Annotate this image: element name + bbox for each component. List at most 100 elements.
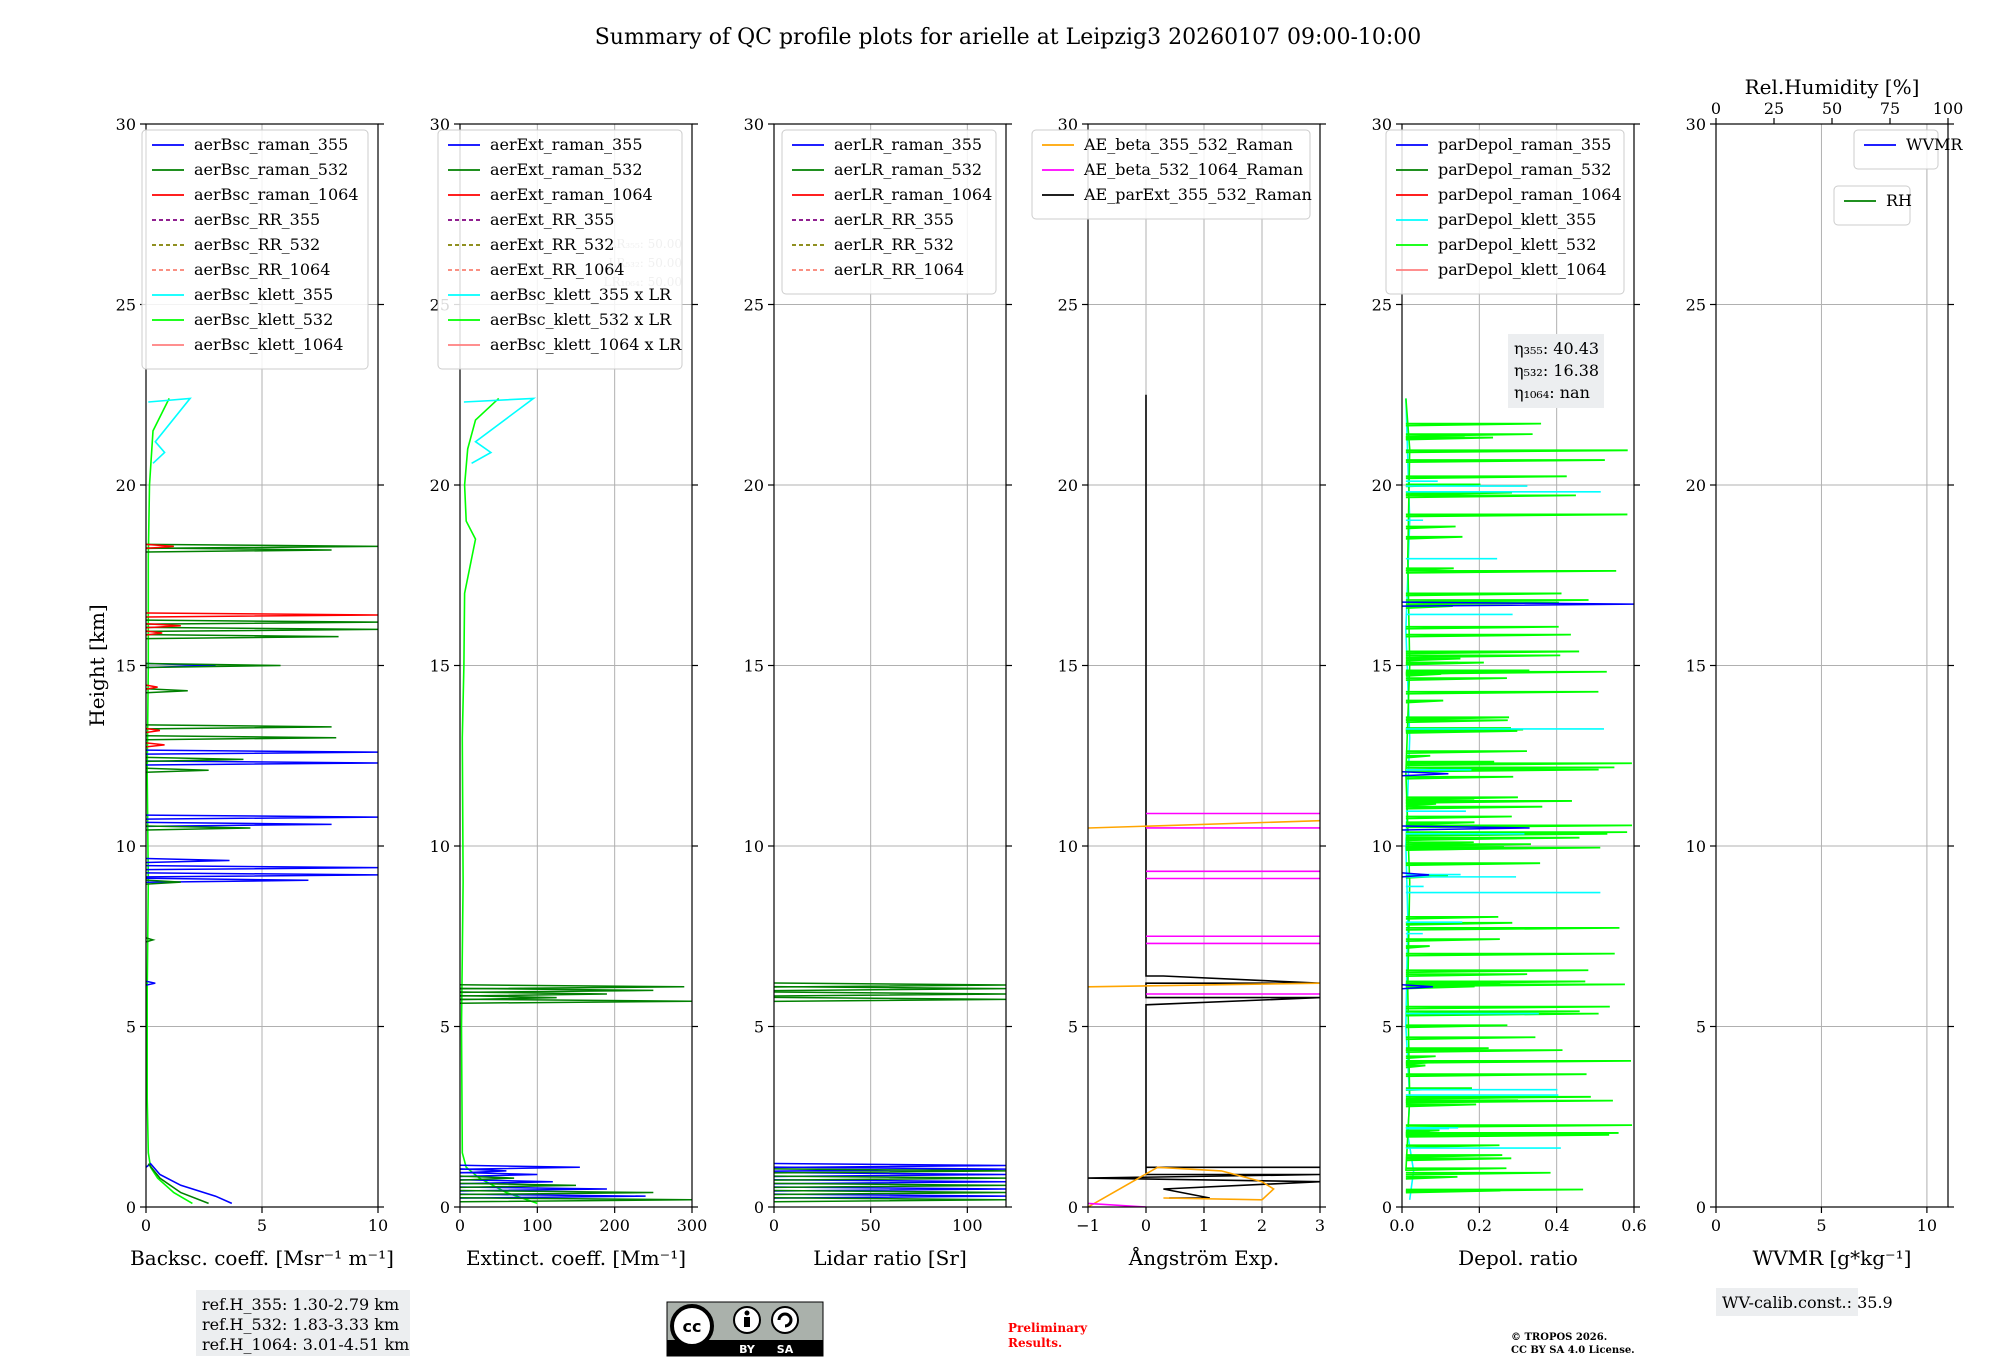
series-line <box>147 398 192 1203</box>
depol-spike <box>1406 946 1430 948</box>
spike-line <box>146 826 250 830</box>
spike-line <box>774 992 1006 996</box>
y-tick-label: 20 <box>116 476 136 495</box>
depol-spike <box>1406 822 1475 824</box>
reference-height: ref.H_1064: 3.01-4.51 km <box>202 1335 409 1354</box>
depol-spike <box>1406 1062 1433 1064</box>
y-tick-label: 0 <box>126 1198 136 1217</box>
panel-dep: 0510152025300.0 0.2 0.4 0.6Depol. ratioparD… <box>1372 115 1647 1270</box>
x-tick-label: −1 <box>1076 1216 1100 1235</box>
depol-spike <box>1406 939 1500 941</box>
x-tick-label: 0.6 <box>1621 1216 1646 1235</box>
panel-wv: 0510152025300 5 10WVMR [g*kg⁻¹]0 25 50 75 100R… <box>1686 75 1964 1316</box>
x-tick-label: 100 <box>952 1216 983 1235</box>
depol-spike <box>1406 1037 1536 1039</box>
copyright-line-2: CC BY SA 4.0 License. <box>1511 1345 1635 1356</box>
legend-entry: aerExt_RR_1064 <box>490 260 625 279</box>
legend-entry: aerBsc_RR_1064 <box>194 260 330 279</box>
grid <box>1088 124 1320 1207</box>
y-tick-label: 30 <box>744 115 764 134</box>
share-alike-icon <box>772 1307 798 1333</box>
y-tick-label: 0 <box>1696 1198 1706 1217</box>
depol-spike <box>1406 954 1615 956</box>
legend-entry: parDepol_raman_532 <box>1438 160 1611 179</box>
copyright-line-1: © TROPOS 2026. <box>1511 1332 1607 1343</box>
y-tick-label: 25 <box>1686 296 1706 315</box>
depol-spike <box>1406 424 1541 426</box>
depol-spike <box>1406 1097 1591 1099</box>
depol-spike <box>1406 655 1560 657</box>
y-tick-label: 0 <box>1382 1198 1392 1217</box>
reference-height: ref.H_355: 1.30-2.79 km <box>202 1295 399 1314</box>
x-axis-label: WVMR [g*kg⁻¹] <box>1753 1246 1912 1270</box>
depol-spike <box>1406 514 1628 516</box>
depol-spike <box>1406 751 1527 753</box>
legend-entry: aerBsc_klett_355 x LR <box>490 285 672 304</box>
spike-line <box>146 743 165 747</box>
x-tick-label: 3 <box>1315 1216 1325 1235</box>
x-tick-label: 200 <box>599 1216 630 1235</box>
profile-panels: 0510152025300 5 10Backsc. coeff. [Msr⁻¹ m⁻… <box>85 75 1963 1356</box>
legend-entry: aerBsc_raman_1064 <box>194 185 359 204</box>
y-tick-label: 25 <box>744 296 764 315</box>
x-tick-label: 10 <box>368 1216 388 1235</box>
legend: aerLR_raman_355aerLR_raman_532aerLR_rama… <box>782 130 996 294</box>
legend-entry: aerBsc_klett_532 x LR <box>490 310 672 329</box>
y-tick-label: 20 <box>430 476 450 495</box>
legend: parDepol_raman_355parDepol_raman_532parD… <box>1386 130 1624 294</box>
depol-spike <box>1406 801 1572 803</box>
legend-entry: aerBsc_raman_355 <box>194 135 348 154</box>
x-tick-label: 100 <box>522 1216 553 1235</box>
series-line <box>148 398 190 463</box>
x-tick-label: 0 <box>1141 1216 1151 1235</box>
spike-line <box>146 635 339 639</box>
data-layer <box>774 983 1006 1202</box>
depol-spike <box>1406 917 1498 919</box>
top-x-tick-label: 75 <box>1880 99 1900 118</box>
y-tick-label: 15 <box>744 657 764 676</box>
y-tick-label: 30 <box>1686 115 1706 134</box>
y-tick-label: 10 <box>1058 837 1078 856</box>
legend-entry: aerBsc_klett_1064 <box>194 335 343 354</box>
y-tick-label: 15 <box>1058 657 1078 676</box>
cc-sa-label: SA <box>777 1343 794 1356</box>
depol-spike <box>1406 663 1484 665</box>
depol-spike <box>1406 537 1463 539</box>
depol-spike <box>1406 1158 1511 1160</box>
y-tick-label: 10 <box>1686 837 1706 856</box>
y-tick-label: 25 <box>1058 296 1078 315</box>
panel-lr: 0510152025300 50 100Lidar ratio [Sr]aerLR_… <box>744 115 1012 1270</box>
top-axis-label: Rel.Humidity [%] <box>1745 75 1920 99</box>
legend-entry: aerBsc_klett_532 <box>194 310 333 329</box>
spike-line <box>460 1183 576 1187</box>
depol-spike <box>1406 974 1527 976</box>
legend-entry: parDepol_raman_1064 <box>1438 185 1622 204</box>
y-tick-label: 15 <box>430 657 450 676</box>
series-line <box>464 398 534 463</box>
depol-spike <box>1406 863 1540 865</box>
legend-entry: AE_beta_532_1064_Raman <box>1083 160 1303 179</box>
x-tick-label: 0 <box>1711 1216 1721 1235</box>
legend-entry: aerBsc_klett_1064 x LR <box>490 335 682 354</box>
panel-ae: 051015202530−1 0 1 2 3Ångström Exp.AE_beta_3… <box>1032 115 1326 1270</box>
y-tick-label: 5 <box>1696 1018 1706 1037</box>
reference-height: ref.H_532: 1.83-3.33 km <box>202 1315 399 1334</box>
spike-line <box>774 1191 1006 1195</box>
x-tick-label: 0.4 <box>1544 1216 1569 1235</box>
depol-spike <box>1406 756 1430 758</box>
depol-spike <box>1406 804 1436 806</box>
legend-entry: aerLR_RR_1064 <box>834 260 964 279</box>
depol-spike <box>1406 1104 1476 1106</box>
depol-spike <box>1406 593 1562 595</box>
legend-entry: WVMR <box>1906 135 1963 154</box>
legend-entry: aerLR_raman_1064 <box>834 185 992 204</box>
legend-entry: aerBsc_klett_355 <box>194 285 333 304</box>
depol-spike <box>1406 1101 1613 1103</box>
y-tick-label: 30 <box>116 115 136 134</box>
spike-line <box>774 1183 1006 1187</box>
depol-spike <box>1406 928 1620 930</box>
x-tick-label: 50 <box>860 1216 880 1235</box>
x-tick-label: 0 <box>769 1216 779 1235</box>
legend-entry: aerBsc_RR_355 <box>194 210 320 229</box>
depol-spike <box>1406 720 1508 722</box>
